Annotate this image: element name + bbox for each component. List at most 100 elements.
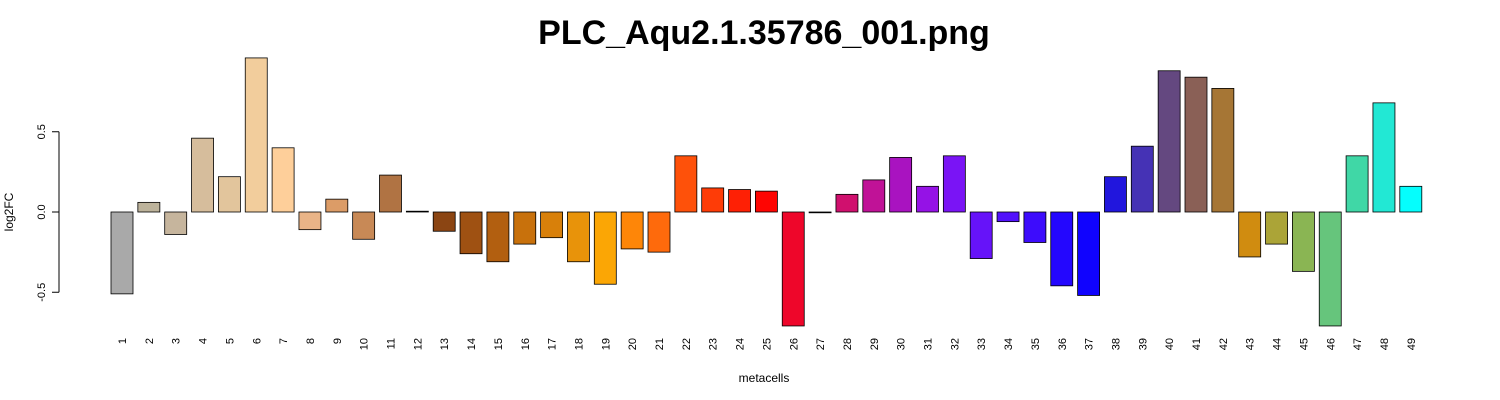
bar-3: [164, 211, 188, 235]
x-tick-label: 35: [1030, 338, 1042, 350]
chart-title: PLC_Aqu2.1.35786_001.png: [538, 14, 990, 52]
bar-28: [835, 193, 859, 213]
x-tick-label: 29: [869, 338, 881, 350]
bar-41: [1184, 76, 1208, 213]
x-tick-label: 44: [1272, 338, 1284, 350]
x-tick-label: 7: [278, 338, 290, 344]
x-tick-label: 38: [1110, 338, 1122, 350]
x-tick-label: 21: [654, 338, 666, 350]
x-tick-label: 18: [573, 338, 585, 350]
x-tick-label: 28: [842, 338, 854, 350]
x-tick-label: 4: [198, 338, 210, 344]
x-tick-label: 20: [627, 338, 639, 350]
bar-34: [996, 211, 1020, 223]
bar-24: [728, 189, 751, 213]
bar-35: [1023, 211, 1047, 243]
x-tick-label: 15: [493, 338, 505, 350]
bar-7: [271, 147, 295, 213]
y-tick-label: 0.5: [36, 124, 48, 139]
x-tick-label: 5: [224, 338, 236, 344]
x-tick-label: 42: [1218, 338, 1230, 350]
y-axis: -0.5 0.0 0.5: [36, 124, 60, 302]
bar-40: [1157, 70, 1181, 213]
bar-48: [1372, 102, 1396, 213]
bar-14: [459, 211, 483, 255]
bar-9: [325, 198, 349, 213]
bar-15: [486, 211, 510, 263]
x-tick-label: 33: [976, 338, 988, 350]
x-tick-label: 31: [923, 338, 935, 350]
bar-18: [567, 211, 590, 263]
y-tick-label: -0.5: [36, 283, 48, 302]
x-tick-label: 24: [735, 338, 747, 350]
x-tick-label: 46: [1325, 338, 1337, 350]
x-tick-label: 48: [1379, 338, 1391, 350]
y-axis-label: log2FC: [2, 192, 16, 231]
x-tick-label: 37: [1084, 338, 1096, 350]
x-tick-label: 8: [305, 338, 317, 344]
bar-8: [298, 211, 322, 231]
bar-17: [540, 211, 563, 239]
x-tick-labels: 1 2 3 4 5 6 7 8 9 10 11 12 13 14 15 16 17 18 19 20 21 22 23 24 2…: [117, 338, 1418, 350]
bar-22: [674, 155, 698, 213]
bar-42: [1211, 88, 1235, 213]
x-tick-label: 6: [251, 338, 263, 344]
x-tick-label: 36: [1057, 338, 1069, 350]
y-tick-label: 0.0: [36, 204, 48, 219]
bar-26: [781, 211, 805, 327]
bar-23: [701, 187, 725, 213]
x-tick-label: 22: [681, 338, 693, 350]
bar-44: [1265, 211, 1288, 245]
bar-49: [1399, 185, 1423, 213]
x-tick-label: 9: [332, 338, 344, 344]
bar-16: [513, 211, 537, 245]
x-tick-label: 30: [896, 338, 908, 350]
bar-38: [1104, 176, 1127, 213]
bar-2: [137, 201, 161, 213]
bar-37: [1077, 211, 1100, 296]
x-tick-label: 27: [815, 338, 827, 350]
bar-25: [755, 190, 778, 213]
x-tick-label: 26: [788, 338, 800, 350]
bar-21: [647, 211, 671, 253]
x-tick-label: 3: [171, 338, 183, 344]
x-tick-label: 14: [466, 338, 478, 350]
x-tick-label: 47: [1352, 338, 1364, 350]
bar-46: [1318, 211, 1342, 327]
x-tick-label: 23: [708, 338, 720, 350]
bar-30: [889, 157, 913, 213]
bar-19: [593, 211, 617, 285]
bar-45: [1292, 211, 1315, 272]
x-tick-label: 43: [1245, 338, 1257, 350]
bar-1: [110, 211, 134, 295]
x-tick-label: 25: [761, 338, 773, 350]
bar-11: [379, 174, 402, 213]
bar-27: [808, 211, 832, 214]
x-tick-label: 16: [520, 338, 532, 350]
bar-31: [916, 185, 939, 213]
x-tick-label: 39: [1137, 338, 1149, 350]
bar-32: [942, 155, 966, 213]
x-tick-label: 10: [359, 338, 371, 350]
x-tick-label: 45: [1298, 338, 1310, 350]
x-tick-label: 2: [144, 338, 156, 344]
bar-47: [1345, 155, 1369, 213]
x-tick-label: 40: [1164, 338, 1176, 350]
x-axis-label: metacells: [739, 371, 790, 385]
x-tick-label: 1: [117, 338, 129, 344]
x-tick-label: 41: [1191, 338, 1203, 350]
x-tick-label: 19: [600, 338, 612, 350]
bar-20: [620, 211, 644, 250]
bar-43: [1238, 211, 1262, 258]
bar-6: [244, 57, 268, 213]
bar-29: [862, 179, 886, 213]
x-tick-label: 32: [949, 338, 961, 350]
bars-group: [110, 57, 1423, 327]
x-tick-label: 49: [1406, 338, 1418, 350]
x-tick-label: 17: [547, 338, 559, 350]
bar-12: [405, 210, 429, 213]
bar-33: [969, 211, 993, 259]
x-tick-label: 11: [386, 338, 398, 349]
